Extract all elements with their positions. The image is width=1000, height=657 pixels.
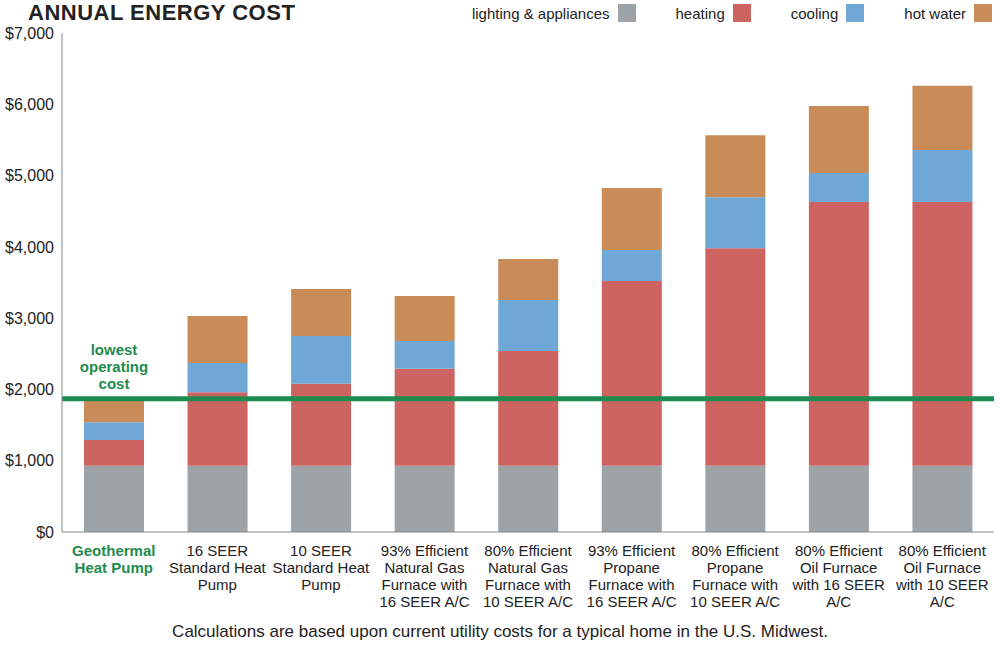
svg-text:$7,000: $7,000 bbox=[8, 25, 54, 42]
html-text:hot water: hot water bbox=[904, 4, 966, 22]
svg-text:GeothermalHeat Pump: GeothermalHeat Pump bbox=[72, 542, 155, 576]
svg-text:$4,000: $4,000 bbox=[8, 239, 54, 256]
svg-text:93% EfficientNatural GasFurnac: 93% EfficientNatural GasFurnace with16 S… bbox=[379, 542, 469, 610]
svg-text:16 SEERStandard HeatPump: 16 SEERStandard HeatPump bbox=[169, 542, 267, 593]
svg-text:80% EfficientNatural GasFurnac: 80% EfficientNatural GasFurnace with10 S… bbox=[483, 542, 573, 610]
svg-text:80% EfficientPropaneFurnace wi: 80% EfficientPropaneFurnace with10 SEER … bbox=[690, 542, 780, 610]
html-text:Calculations are based upon cu: Calculations are based upon current util… bbox=[172, 622, 828, 641]
svg-text:80% EfficientOil Furnacewith 1: 80% EfficientOil Furnacewith 10 SEERA/C bbox=[895, 542, 989, 610]
svg-text:$1,000: $1,000 bbox=[8, 452, 54, 469]
svg-text:93% EfficientPropaneFurnace wi: 93% EfficientPropaneFurnace with16 SEER … bbox=[587, 542, 677, 610]
html-text:heating: heating bbox=[675, 4, 725, 22]
svg-text:$3,000: $3,000 bbox=[8, 310, 54, 327]
svg-text:10 SEERStandard HeatPump: 10 SEERStandard HeatPump bbox=[273, 542, 371, 593]
svg-text:$5,000: $5,000 bbox=[8, 167, 54, 184]
html-text:ANNUAL ENERGY COST: ANNUAL ENERGY COST bbox=[28, 0, 296, 25]
html-text:lighting & appliances: lighting & appliances bbox=[471, 4, 610, 22]
svg-text:lowestoperatingcost: lowestoperatingcost bbox=[80, 341, 148, 392]
svg-text:$6,000: $6,000 bbox=[8, 96, 54, 113]
svg-text:$0: $0 bbox=[36, 524, 54, 541]
svg-text:80% EfficientOil Furnacewith 1: 80% EfficientOil Furnacewith 16 SEERA/C bbox=[791, 542, 885, 610]
html-text:cooling: cooling bbox=[790, 4, 839, 22]
svg-text:$2,000: $2,000 bbox=[8, 381, 54, 398]
